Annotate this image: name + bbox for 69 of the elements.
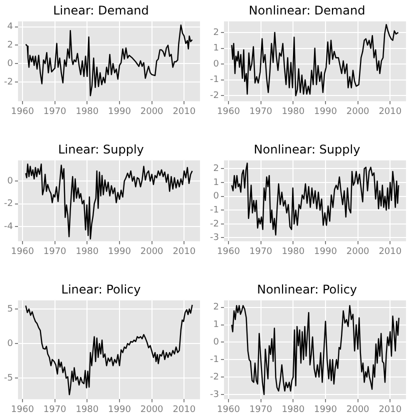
y-tick-label: 0 [7,176,14,186]
y-tick-label: 1 [213,320,219,330]
x-tick-label: 1980 [282,246,305,257]
x-tick-label: 2010 [172,246,196,257]
y-tick-label: 0 [7,58,14,69]
y-tick-label: -2 [4,199,13,210]
x-tick-label: 2010 [172,106,196,117]
x-tick-label: 1980 [76,246,99,257]
y-tick-label: 2 [213,28,219,38]
y-tick-label: 0 [213,59,220,70]
x-tick-label: 2000 [140,404,164,415]
x-tick-label: 1960 [11,404,34,415]
x-tick-label: 1970 [249,404,273,415]
x-tick-label: 2010 [378,106,402,117]
x-tick-label: 2010 [378,246,402,257]
x-tick-label: 1960 [11,106,34,117]
x-tick-label: 1960 [217,404,240,415]
x-tick-label: 2010 [378,404,402,415]
chart-title: Nonlinear: Policy [256,282,358,296]
y-tick-label: 0 [213,192,220,202]
chart-title: Linear: Supply [58,142,144,156]
y-tick-label: 2 [7,40,13,51]
x-tick-label: 2000 [140,246,164,257]
y-tick-label: 0 [7,338,14,349]
x-tick-label: 2010 [172,404,196,415]
x-tick-label: 2000 [346,106,370,117]
chart-title: Linear: Demand [53,3,149,18]
y-tick-label: -1 [210,354,219,365]
y-tick-label: -2 [210,372,219,382]
x-tick-label: 1990 [314,246,338,257]
y-tick-label: -3 [210,233,219,244]
x-tick-label: 1960 [217,246,240,257]
x-tick-label: 1980 [76,404,99,415]
x-tick-label: 1970 [43,106,67,117]
y-tick-label: 4 [7,22,14,32]
x-tick-label: 1990 [314,106,338,117]
x-tick-label: 1980 [76,106,99,117]
x-tick-label: 1970 [43,246,67,257]
y-tick-label: -2 [210,219,219,230]
y-tick-label: 0 [213,338,220,348]
x-tick-label: 1970 [249,106,273,117]
x-tick-label: 1980 [282,404,305,415]
y-tick-label: -5 [4,373,13,384]
x-tick-label: 2000 [140,106,164,117]
chart-title: Nonlinear: Demand [248,3,366,18]
x-tick-label: 1990 [108,106,132,117]
x-tick-label: 1970 [249,246,273,257]
x-tick-label: 2000 [346,404,370,415]
y-tick-label: -1 [210,75,219,86]
y-tick-label: -1 [210,205,219,216]
x-tick-label: 1960 [11,246,34,257]
y-tick-label: 5 [7,304,13,314]
x-tick-label: 2000 [346,246,370,257]
y-tick-label: -4 [4,222,14,232]
y-tick-label: 1 [213,178,219,188]
y-tick-label: 1 [213,44,219,54]
chart-title: Linear: Policy [61,282,141,296]
y-tick-label: 2 [213,164,219,174]
y-tick-label: 2 [213,302,219,313]
y-tick-label: -2 [210,91,219,102]
x-tick-label: 1970 [43,404,67,415]
y-tick-label: -3 [210,390,219,400]
x-tick-label: 1960 [217,106,240,117]
chart-title: Nonlinear: Supply [254,142,360,156]
y-tick-label: -2 [4,77,13,88]
x-tick-label: 1990 [108,246,132,257]
x-tick-label: 1980 [282,106,305,117]
x-tick-label: 1990 [108,404,132,415]
x-tick-label: 1990 [314,404,338,415]
